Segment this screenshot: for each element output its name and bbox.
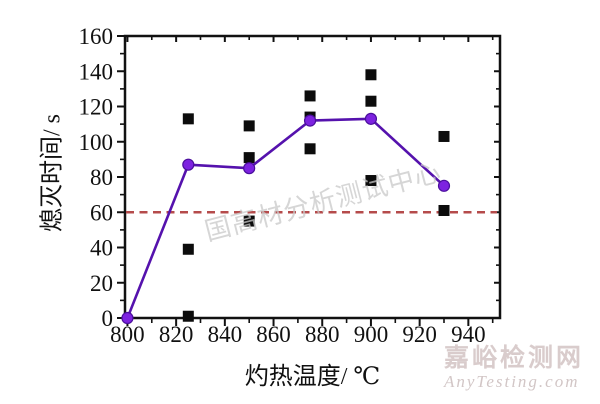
y-tick-label: 100 <box>79 130 114 155</box>
data-point-circle <box>182 158 195 171</box>
x-axis-title: 灼热温度/ ℃ <box>244 364 381 390</box>
x-tick-label: 920 <box>402 322 437 347</box>
x-tick-label: 900 <box>354 322 389 347</box>
data-point-square <box>365 69 377 81</box>
y-tick-label: 140 <box>79 59 114 84</box>
y-tick-label: 120 <box>79 95 114 120</box>
data-point-circle <box>437 179 451 192</box>
x-tick-label: 840 <box>208 322 243 347</box>
y-tick-label: 0 <box>102 306 114 331</box>
x-tick-label: 940 <box>451 322 486 347</box>
data-point-square <box>304 90 316 102</box>
data-point-square <box>304 143 316 155</box>
data-point-square <box>243 152 255 164</box>
mean-line <box>126 117 445 319</box>
data-point-square <box>182 243 194 255</box>
data-point-square <box>438 130 450 142</box>
data-point-circle <box>121 311 134 325</box>
plot-frame <box>123 34 502 320</box>
data-point-square <box>365 175 377 187</box>
data-point-square <box>182 310 194 322</box>
data-point-circle <box>303 114 317 127</box>
y-axis-title: 熄灭时间/ s <box>39 113 66 233</box>
x-tick-label: 820 <box>159 322 194 347</box>
x-tick-label: 880 <box>305 322 340 347</box>
data-point-square <box>182 113 194 125</box>
tick-marks <box>117 35 500 326</box>
y-tick-label: 20 <box>90 271 113 296</box>
y-tick-label: 160 <box>79 24 114 49</box>
y-tick-label: 40 <box>90 236 113 261</box>
data-point-square <box>243 120 255 132</box>
x-tick-label: 860 <box>256 322 291 347</box>
y-tick-label: 80 <box>90 165 113 190</box>
data-point-circle <box>243 162 256 175</box>
x-tick-label: 800 <box>110 322 145 347</box>
data-point-circle <box>364 112 378 125</box>
y-tick-label: 60 <box>90 200 113 225</box>
data-point-square <box>438 204 450 216</box>
data-point-square <box>243 215 255 227</box>
data-point-square <box>365 95 377 107</box>
scatter-series <box>182 69 450 322</box>
